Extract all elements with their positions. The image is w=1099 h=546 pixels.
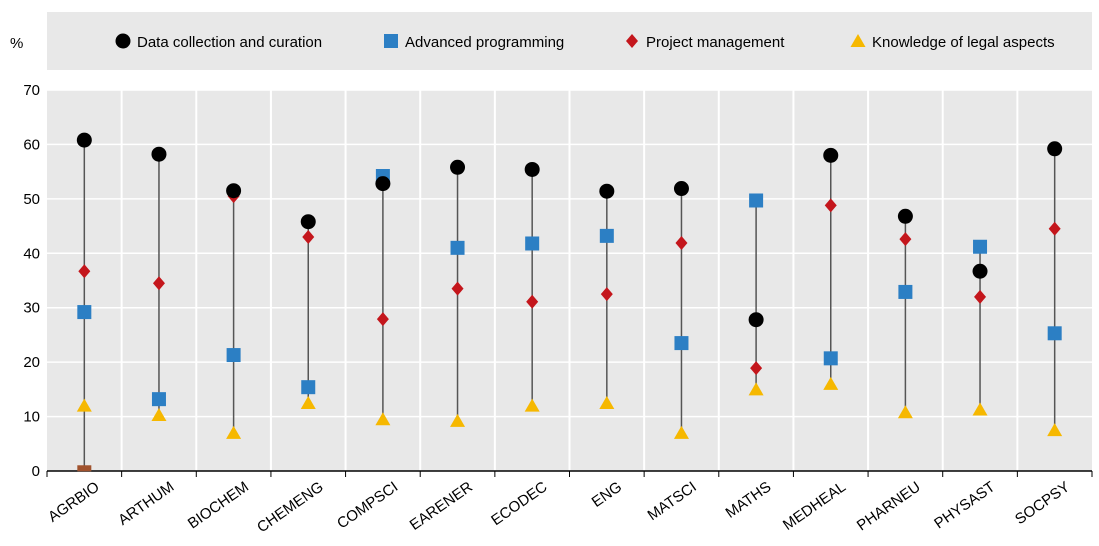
data-point-triangle	[599, 395, 615, 409]
data-point-diamond	[824, 198, 837, 213]
data-point-diamond	[78, 264, 91, 279]
data-point-square	[525, 236, 540, 251]
x-tick-label: CHEMENG	[254, 478, 327, 536]
data-point-square	[151, 392, 166, 407]
x-tick-label: SOCPSY	[1012, 478, 1073, 528]
data-point-triangle	[450, 413, 466, 427]
y-tick-label: 10	[23, 409, 40, 426]
y-tick-label: 30	[23, 300, 40, 317]
data-point-square	[77, 305, 92, 320]
legend: Data collection and curation Advanced pro…	[115, 33, 1055, 51]
data-point-square	[301, 380, 316, 395]
y-axis: 0 10 20 30 40 50 60 70	[23, 82, 40, 480]
legend-label: Knowledge of legal aspects	[872, 34, 1055, 51]
data-point-diamond	[152, 276, 165, 291]
data-point-circle	[748, 312, 764, 328]
y-tick-label: 50	[23, 191, 40, 208]
y-tick-label: 70	[23, 82, 40, 99]
x-tick-label: PHARNEU	[854, 478, 924, 534]
data-point-diamond	[526, 294, 539, 309]
data-point-circle	[226, 183, 242, 199]
data-point-circle	[524, 161, 540, 177]
y-tick-label: 20	[23, 354, 40, 371]
x-tick-label: EARENER	[407, 478, 476, 534]
data-point-triangle	[972, 402, 988, 416]
data-point-square	[599, 228, 614, 243]
data-point-triangle	[748, 382, 764, 396]
data-markers	[76, 132, 1063, 472]
data-point-circle	[823, 147, 839, 163]
data-point-circle	[897, 208, 913, 224]
data-point-square	[823, 351, 838, 366]
data-point-diamond	[974, 289, 987, 304]
data-point-square	[226, 348, 241, 363]
data-point-circle	[300, 214, 316, 230]
x-tick-label: MATHS	[723, 478, 775, 521]
x-tick-label: BIOCHEM	[185, 478, 252, 532]
data-point-diamond	[899, 232, 912, 247]
y-tick-label: 60	[23, 136, 40, 153]
x-axis: AGRBIO ARTHUM BIOCHEM CHEMENG COMPSCI EARENER…	[45, 470, 1093, 536]
data-point-diamond	[1048, 221, 1061, 236]
data-point-circle	[76, 132, 92, 148]
x-tick-label: AGRBIO	[45, 478, 103, 525]
data-point-square	[674, 336, 689, 351]
data-point-circle	[972, 263, 988, 279]
x-tick-label: ARTHUM	[115, 478, 177, 529]
data-point-square	[749, 193, 764, 208]
data-point-circle	[450, 159, 466, 175]
x-tick-label: MATSCI	[644, 478, 699, 524]
legend-label: Data collection and curation	[137, 34, 322, 51]
data-point-diamond	[451, 281, 464, 296]
legend-label: Advanced programming	[405, 34, 564, 51]
data-point-triangle	[823, 376, 839, 390]
data-point-triangle	[1047, 423, 1063, 437]
x-tick-label: ENG	[589, 478, 625, 511]
x-tick-label: MEDHEAL	[780, 478, 849, 534]
data-point-diamond	[600, 287, 613, 302]
data-point-triangle	[524, 398, 540, 412]
data-point-extra	[77, 465, 92, 472]
data-point-circle	[673, 181, 689, 197]
data-point-circle	[599, 183, 615, 199]
data-point-diamond	[675, 235, 688, 250]
data-point-triangle	[673, 425, 689, 439]
y-unit-label: %	[10, 35, 23, 52]
data-point-square	[1047, 326, 1062, 341]
x-tick-label: PHYSAST	[931, 478, 998, 532]
gridlines	[47, 89, 1092, 418]
data-point-triangle	[375, 412, 391, 426]
data-point-diamond	[376, 312, 389, 327]
data-point-circle	[151, 146, 167, 162]
category-bands	[120, 90, 1019, 471]
legend-marker-diamond	[626, 34, 638, 48]
data-point-circle	[375, 176, 391, 192]
data-point-square	[450, 240, 465, 255]
x-tick-label: ECODEC	[488, 478, 550, 529]
data-point-triangle	[151, 407, 167, 421]
legend-marker-circle	[115, 33, 131, 49]
data-point-triangle	[226, 425, 242, 439]
legend-marker-triangle	[850, 34, 866, 47]
data-point-triangle	[300, 395, 316, 409]
legend-label: Project management	[646, 34, 785, 51]
data-point-triangle	[76, 398, 92, 412]
legend-background	[47, 12, 1092, 70]
y-tick-label: 0	[32, 463, 40, 480]
data-point-diamond	[302, 229, 315, 244]
data-point-diamond	[750, 361, 763, 376]
data-point-triangle	[897, 405, 913, 419]
data-point-square	[898, 284, 913, 299]
data-point-circle	[1047, 141, 1063, 157]
data-point-square	[973, 239, 988, 254]
legend-marker-square	[384, 34, 398, 48]
x-tick-label: COMPSCI	[334, 478, 401, 532]
y-tick-label: 40	[23, 245, 40, 262]
